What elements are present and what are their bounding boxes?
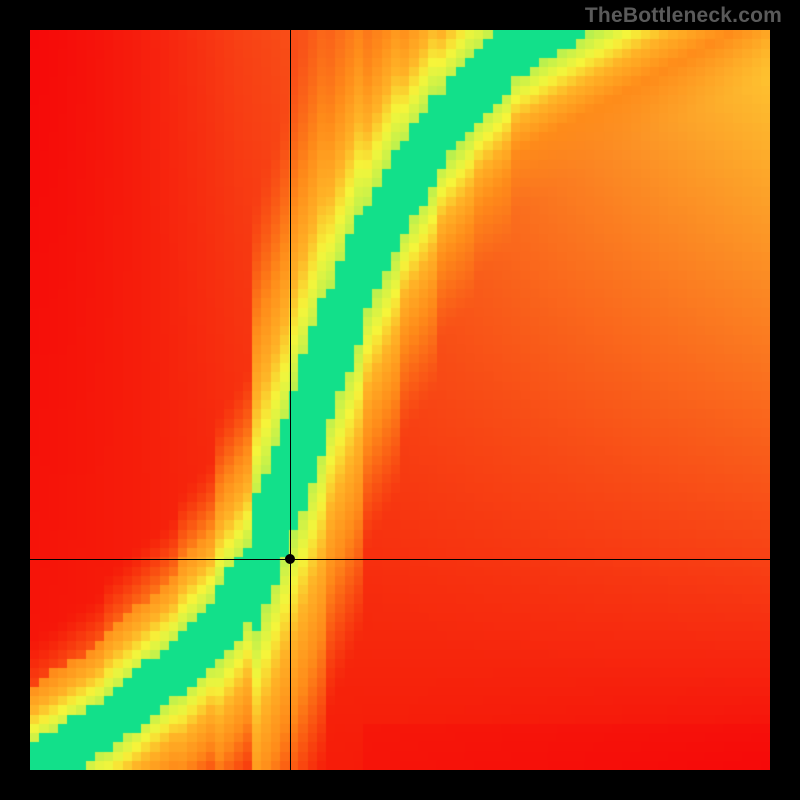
crosshair-marker-dot (285, 554, 295, 564)
crosshair-vertical (290, 30, 291, 770)
crosshair-horizontal (30, 559, 770, 560)
plot-area (30, 30, 770, 770)
chart-container: TheBottleneck.com (0, 0, 800, 800)
watermark-text: TheBottleneck.com (585, 4, 782, 28)
heatmap-canvas (30, 30, 770, 770)
